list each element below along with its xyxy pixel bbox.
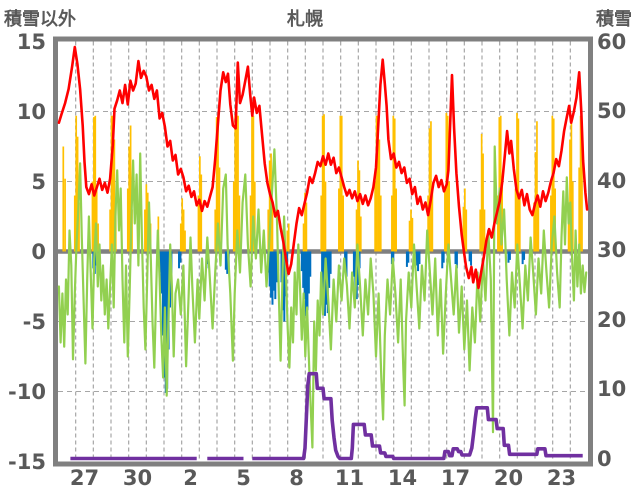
left-axis-tick-label: -10: [8, 379, 46, 404]
green-line: [57, 145, 588, 449]
x-axis-tick-label: 30: [122, 466, 153, 490]
x-axis-tick-label: 23: [546, 466, 577, 490]
right-axis-title: 積雪: [596, 9, 632, 30]
right-axis-tick-label: 30: [597, 238, 627, 262]
left-axis-tick-label: 10: [16, 99, 46, 124]
right-axis-tick-label: 20: [597, 307, 627, 332]
right-axis-tick-label: 10: [597, 377, 627, 401]
left-axis-tick-label: 0: [31, 239, 46, 264]
left-axis-tick-label: 5: [31, 169, 46, 194]
x-axis-tick-label: 2: [183, 466, 198, 490]
x-axis-tick-label: 20: [493, 466, 524, 490]
x-axis-tick-label: 27: [69, 466, 100, 490]
left-axis-tick-label: 15: [16, 29, 46, 54]
right-axis-tick-label: 50: [597, 99, 627, 123]
red-line: [57, 45, 589, 290]
left-axis-tick-label: -15: [8, 449, 46, 474]
plot-frame: [53, 36, 593, 467]
x-axis-tick-label: 14: [387, 466, 418, 490]
right-axis-tick-label: 60: [597, 29, 627, 54]
x-axis-tick-label: 8: [289, 466, 304, 490]
chart-title: 札幌: [287, 9, 323, 30]
x-axis-tick-label: 11: [334, 466, 365, 490]
left-axis-title: 積雪以外: [4, 9, 76, 30]
purple-snow-line: [252, 371, 583, 461]
left-axis-tick-label: -5: [22, 309, 46, 334]
x-axis-tick-label: 5: [236, 466, 251, 490]
x-axis-tick-label: 17: [440, 466, 471, 490]
right-axis-tick-label: 40: [597, 168, 627, 193]
right-axis-tick-label: 0: [597, 446, 612, 471]
